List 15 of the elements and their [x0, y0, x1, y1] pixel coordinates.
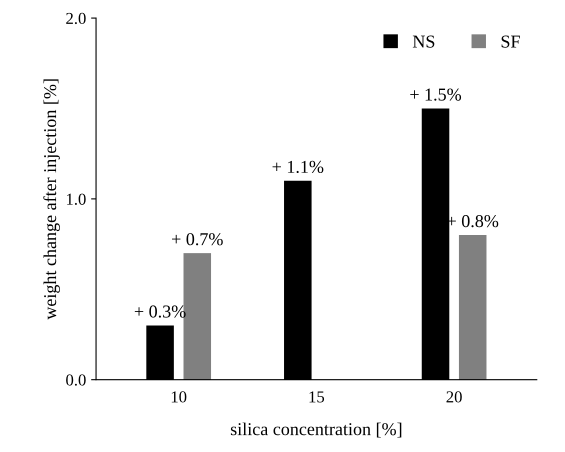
y-tick-label: 2.0: [66, 12, 86, 24]
y-tick-label: 1.0: [66, 194, 86, 205]
x-tick-label: 15: [310, 391, 324, 403]
x-axis-title: silica concentration [%]: [230, 422, 402, 438]
legend-label: SF: [502, 36, 520, 48]
data-label: + 1.5%: [410, 88, 462, 101]
x-tick-label: 20: [446, 391, 462, 403]
data-label: + 1.1%: [272, 160, 324, 174]
bar: [458, 235, 486, 380]
data-label: + 0.3%: [134, 305, 186, 318]
x-tick-label: 10: [172, 391, 186, 403]
legend-label: NS: [412, 36, 434, 48]
y-tick-label: 0.0: [66, 374, 86, 386]
y-axis-title: weight change after injection [%]: [43, 79, 60, 320]
data-label: + 0.7%: [172, 233, 223, 246]
